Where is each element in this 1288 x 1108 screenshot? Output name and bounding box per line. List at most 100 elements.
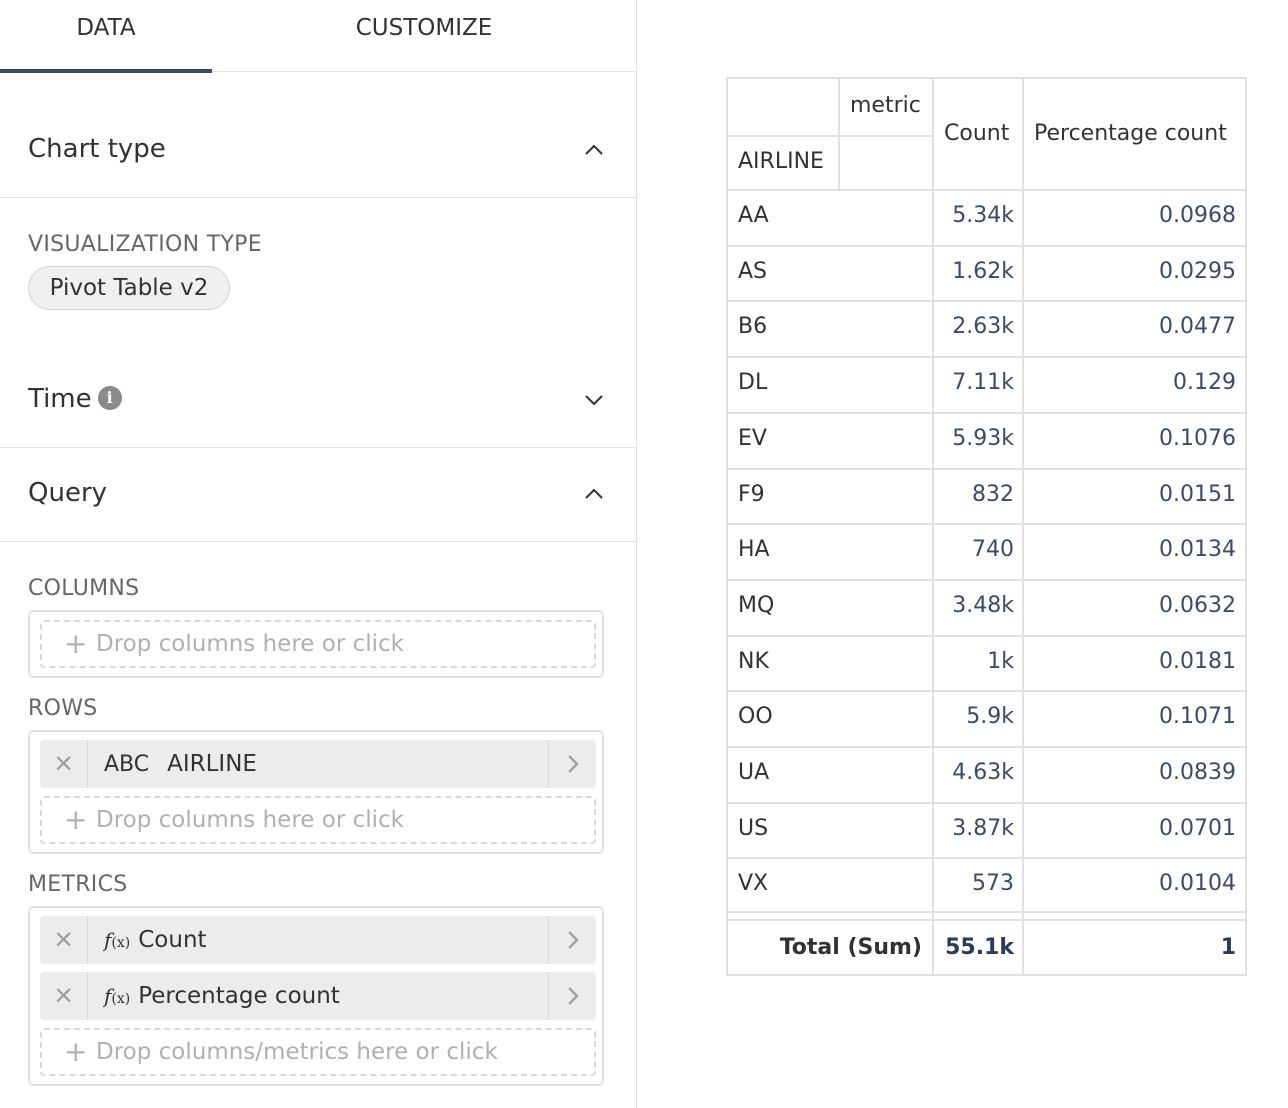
grid-line <box>728 578 1245 581</box>
rows-drop-zone[interactable]: + Drop columns here or click <box>40 796 596 844</box>
chevron-right-icon[interactable] <box>548 916 596 964</box>
grid-line <box>728 746 1245 748</box>
column-header-percentage-count[interactable]: Percentage count <box>1034 121 1227 146</box>
row-airline-label: MQ <box>738 592 775 618</box>
plus-icon: + <box>64 1035 88 1068</box>
metric-option-percentage-count[interactable]: ✕ f(x) Percentage count <box>40 972 596 1020</box>
chevron-right-icon[interactable] <box>548 972 596 1020</box>
row-airline-label: HA <box>738 537 770 563</box>
row-option-label: ABC AIRLINE <box>104 740 257 788</box>
plus-icon: + <box>64 803 88 836</box>
close-icon[interactable]: ✕ <box>40 972 88 1020</box>
row-option-name: AIRLINE <box>167 751 257 777</box>
row-airline-label: DL <box>738 370 768 396</box>
metrics-drop-text: Drop columns/metrics here or click <box>96 1039 498 1065</box>
grid-line <box>728 634 1245 637</box>
section-time[interactable]: Time i <box>0 354 636 448</box>
grid-line <box>728 857 1245 860</box>
section-title-time: Time i <box>28 384 122 414</box>
cell-count: 1.62k <box>952 258 1014 284</box>
cell-percentage-count: 0.1071 <box>1159 704 1236 730</box>
cell-count: 740 <box>972 537 1014 563</box>
chevron-up-icon <box>582 138 606 162</box>
row-airline-label: UA <box>738 760 770 785</box>
chevron-right-icon[interactable] <box>548 740 596 788</box>
grid-line <box>728 690 1245 693</box>
grid-line <box>932 79 934 974</box>
cell-percentage-count: 0.0181 <box>1159 648 1236 674</box>
cell-count: 2.63k <box>952 314 1014 340</box>
metrics-label: METRICS <box>28 872 128 897</box>
cell-count: 3.87k <box>952 815 1014 841</box>
chevron-down-icon <box>582 388 606 412</box>
columns-drop-text: Drop columns here or click <box>96 631 404 657</box>
metrics-drop-zone[interactable]: + Drop columns/metrics here or click <box>40 1028 596 1076</box>
columns-drop-zone[interactable]: + Drop columns here or click <box>40 620 596 668</box>
section-title-query: Query <box>28 478 108 508</box>
info-icon[interactable]: i <box>97 385 122 410</box>
visualization-type-selector[interactable]: Pivot Table v2 <box>28 266 230 310</box>
close-icon[interactable]: ✕ <box>40 916 88 964</box>
cell-percentage-count: 0.0968 <box>1159 203 1236 228</box>
grid-line <box>728 356 1245 359</box>
function-icon: f(x) <box>104 984 131 1008</box>
row-airline-label: EV <box>738 425 767 451</box>
row-airline-label: AA <box>738 203 769 228</box>
tab-data[interactable]: DATA <box>76 15 136 41</box>
grid-line <box>728 300 1245 303</box>
row-airline-label: VX <box>738 871 769 897</box>
grid-line <box>728 911 1245 913</box>
cell-count: 4.63k <box>952 760 1014 785</box>
chevron-up-icon <box>582 482 606 506</box>
section-title-chart-type: Chart type <box>28 134 166 164</box>
columns-dropbox: + Drop columns here or click <box>28 610 604 678</box>
row-option-airline[interactable]: ✕ ABC AIRLINE <box>40 740 596 788</box>
tab-bar: DATA CUSTOMIZE <box>0 0 636 73</box>
grid-line <box>728 467 1245 470</box>
metric-header: metric <box>850 93 921 118</box>
tab-customize[interactable]: CUSTOMIZE <box>355 15 493 41</box>
grid-line <box>728 919 1245 921</box>
control-panel: DATA CUSTOMIZE Chart type VISUALIZATION … <box>0 0 637 1108</box>
pivot-table: metric AIRLINE Count Percentage count AA… <box>726 77 1247 976</box>
visualization-type-label: VISUALIZATION TYPE <box>28 232 262 257</box>
row-airline-label: US <box>738 815 769 841</box>
cell-percentage-count: 0.1076 <box>1159 425 1236 451</box>
rows-label: ROWS <box>28 696 98 721</box>
active-tab-indicator <box>0 69 212 73</box>
cell-count: 7.11k <box>952 370 1014 396</box>
total-percentage: 1 <box>1220 935 1236 960</box>
close-icon[interactable]: ✕ <box>40 740 88 788</box>
total-count: 55.1k <box>945 935 1014 960</box>
cell-percentage-count: 0.0839 <box>1159 760 1236 785</box>
cell-percentage-count: 0.0295 <box>1159 258 1236 284</box>
section-chart-type[interactable]: Chart type <box>0 104 636 198</box>
row-airline-label: NK <box>738 648 769 674</box>
grid-line <box>728 523 1245 526</box>
grid-line <box>728 411 1245 414</box>
cell-percentage-count: 0.0134 <box>1159 537 1236 563</box>
grid-line <box>728 801 1245 804</box>
total-label: Total (Sum) <box>779 935 922 960</box>
metric-option-count[interactable]: ✕ f(x) Count <box>40 916 596 964</box>
column-type-label: ABC <box>104 752 150 777</box>
grid-line <box>728 189 1245 191</box>
section-title-time-label: Time <box>28 384 92 414</box>
cell-percentage-count: 0.0104 <box>1159 871 1236 897</box>
metric-option-label: f(x) Count <box>104 916 207 964</box>
cell-count: 3.48k <box>952 592 1014 618</box>
metric-option-label: f(x) Percentage count <box>104 972 340 1020</box>
cell-count: 5.34k <box>952 203 1014 228</box>
cell-percentage-count: 0.0632 <box>1159 592 1236 618</box>
section-query[interactable]: Query <box>0 448 636 542</box>
plus-icon: + <box>64 627 88 660</box>
function-icon: f(x) <box>104 928 131 952</box>
column-header-count[interactable]: Count <box>944 121 1010 146</box>
grid-line <box>1022 79 1024 974</box>
columns-label: COLUMNS <box>28 576 140 601</box>
row-airline-label: AS <box>738 258 768 284</box>
row-airline-label: F9 <box>738 481 765 507</box>
grid-line <box>728 135 934 137</box>
metric-option-name: Percentage count <box>138 983 340 1009</box>
cell-count: 1k <box>987 648 1014 674</box>
